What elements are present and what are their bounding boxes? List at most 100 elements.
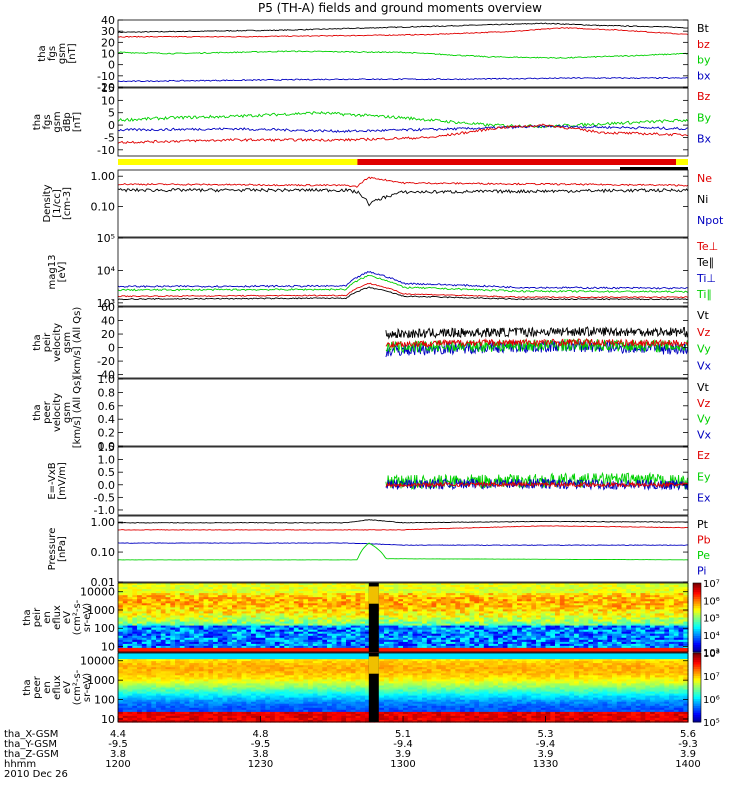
time-axis-row-label: tha_Y-GSM bbox=[4, 739, 57, 750]
series-Pb bbox=[117, 525, 688, 531]
panel-frame bbox=[117, 515, 689, 583]
y-tick-label: 0.0 bbox=[98, 440, 116, 453]
time-axis-date: 2010 Dec 26 bbox=[4, 769, 68, 780]
time-axis-value: 1330 bbox=[533, 759, 558, 770]
y-tick-label: 10000 bbox=[80, 586, 115, 599]
series-By bbox=[117, 110, 689, 129]
y-axis-label-line: [km/s] (All Qs) bbox=[72, 377, 83, 449]
legend: Ne Ni Npot bbox=[697, 172, 724, 227]
y-tick-label: 1000 bbox=[87, 674, 115, 687]
heatmap-cells bbox=[118, 583, 689, 653]
y-axis-label: Density [1/cc] [cm-3] bbox=[42, 184, 73, 222]
y-tick-label: 0.01 bbox=[91, 576, 116, 589]
y-axis-label: tha peer en eflux eV (cm²-s-sr-eV) bbox=[22, 669, 93, 705]
legend: Te⊥ Te∥ Ti⊥ Ti∥ bbox=[696, 240, 718, 301]
y-tick-label: -20 bbox=[97, 81, 115, 94]
y-tick-label: 10 bbox=[101, 713, 115, 726]
legend-Vz: Vz bbox=[697, 326, 711, 339]
legend: Vt Vz Vy Vx bbox=[697, 309, 712, 372]
legend-Vy: Vy bbox=[697, 343, 711, 356]
mode-bar-flag bbox=[620, 167, 688, 170]
mode-bar-fast bbox=[357, 159, 676, 165]
y-tick-label: -20 bbox=[97, 355, 115, 368]
gap-band bbox=[368, 656, 379, 674]
mode-bar bbox=[118, 159, 688, 170]
y-tick-label: 30 bbox=[101, 25, 115, 38]
colorbar-tick-label: 10⁵ bbox=[703, 718, 720, 729]
y-tick-label: 10000 bbox=[80, 655, 115, 668]
time-axis-value: 1400 bbox=[675, 759, 700, 770]
time-axis-value: 4.8 bbox=[253, 729, 269, 740]
y-tick-label: 0 bbox=[108, 59, 115, 72]
y-tick-label: -1.0 bbox=[94, 504, 115, 517]
series-Vy bbox=[385, 338, 689, 354]
time-axis-value: 5.1 bbox=[395, 729, 411, 740]
y-tick-label: -5 bbox=[104, 131, 115, 144]
series-Vz bbox=[385, 337, 689, 349]
series-bz bbox=[117, 27, 689, 38]
legend-Vx: Vx bbox=[697, 359, 712, 372]
legend-Pb: Pb bbox=[697, 534, 711, 547]
data-gap bbox=[368, 653, 379, 722]
y-tick-label: 0.10 bbox=[91, 546, 116, 559]
time-axis-value: -9.5 bbox=[108, 739, 128, 750]
y-axis-label-line: [mV/m] bbox=[57, 462, 68, 500]
y-axis-label: E=-VxB [mV/m] bbox=[47, 462, 68, 500]
legend-Ni: Ni bbox=[697, 193, 708, 206]
y-tick-label: 15 bbox=[101, 82, 115, 95]
legend-Vt: Vt bbox=[697, 381, 710, 394]
y-tick-label: 1.00 bbox=[91, 516, 116, 529]
y-tick-label: 0.2 bbox=[98, 427, 116, 440]
legend-Bz: Bz bbox=[697, 90, 711, 103]
y-tick-label: 100 bbox=[94, 694, 115, 707]
panel-frame bbox=[117, 306, 689, 379]
y-tick-label: 10⁴ bbox=[97, 264, 116, 277]
y-axis-label-line: velocity bbox=[52, 323, 63, 362]
y-tick-label: 5 bbox=[108, 107, 115, 120]
time-axis-value: -9.4 bbox=[536, 739, 556, 750]
legend-Te∥: Te∥ bbox=[696, 256, 714, 269]
colorbar-tick-label: 10³ bbox=[703, 648, 720, 659]
colorbar-tick-label: 10⁸ bbox=[703, 649, 720, 660]
mode-bar-end bbox=[676, 159, 688, 165]
legend-Ey: Ey bbox=[697, 470, 711, 483]
y-axis-label-line: eV bbox=[62, 611, 73, 624]
y-tick-label: 0.4 bbox=[98, 413, 116, 426]
panel-peer-velocity: 0.00.20.40.60.81.0 tha peer velocity gsm [km/… bbox=[32, 373, 712, 453]
y-axis-label-line: tha bbox=[32, 404, 43, 420]
legend-bz: bz bbox=[697, 38, 710, 51]
y-axis-label-line: fgs bbox=[47, 46, 58, 61]
legend: Pt Pb Pe Pi bbox=[697, 518, 711, 578]
colorbar-tick-label: 10⁷ bbox=[703, 672, 720, 683]
time-axis-value: -9.3 bbox=[678, 739, 698, 750]
y-axis-label-line: Pressure bbox=[47, 528, 58, 571]
time-axis-value: 5.3 bbox=[538, 729, 554, 740]
y-axis-label-line: fgs bbox=[42, 114, 53, 129]
legend-Npot: Npot bbox=[697, 214, 724, 227]
y-tick-label: 0 bbox=[108, 119, 115, 132]
y-axis-label-line: gsm bbox=[57, 43, 68, 64]
y-tick-label: 40 bbox=[101, 315, 115, 328]
time-axis: tha_X-GSM 4.4 4.8 5.1 5.3 5.6 tha_Y-GSM -9.5 -9.… bbox=[4, 716, 701, 780]
time-axis-value: -9.4 bbox=[393, 739, 413, 750]
y-tick-label: 10⁵ bbox=[97, 232, 115, 245]
y-axis-label-line: en bbox=[42, 681, 53, 694]
y-axis-label-line: tha bbox=[32, 114, 43, 130]
y-tick-label: 1.00 bbox=[91, 170, 116, 183]
series-Ez bbox=[385, 480, 689, 489]
y-tick-label: 10 bbox=[101, 94, 115, 107]
y-tick-label: 1.0 bbox=[98, 454, 116, 467]
data-gap bbox=[368, 583, 379, 652]
y-axis-label-line: tha bbox=[22, 609, 33, 625]
panel-frame bbox=[117, 19, 689, 88]
series-Pi bbox=[117, 542, 688, 546]
series-Bz bbox=[117, 123, 689, 144]
y-tick-label: 0.5 bbox=[98, 466, 116, 479]
y-tick-label: 40 bbox=[101, 14, 115, 27]
y-axis-label: tha fgs gsm [nT] bbox=[37, 43, 78, 64]
